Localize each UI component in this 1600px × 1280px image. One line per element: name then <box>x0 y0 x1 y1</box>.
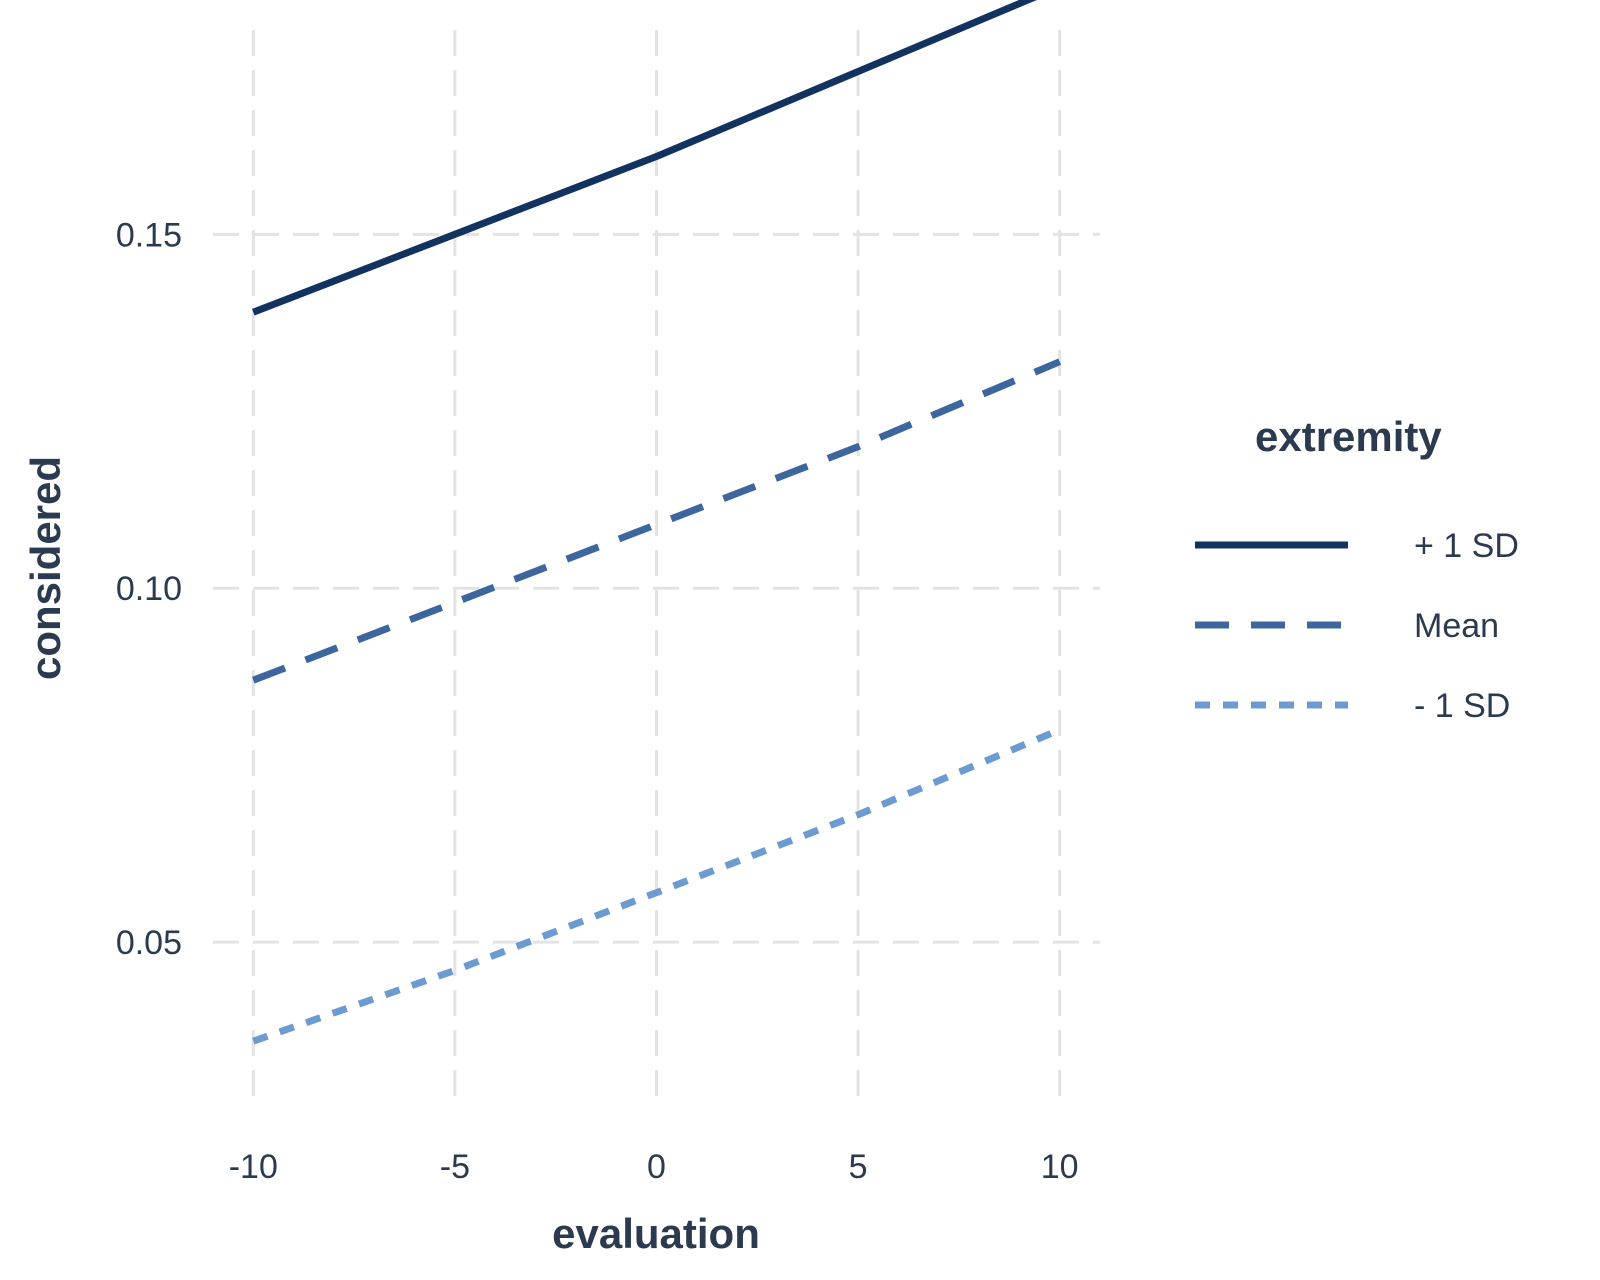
y-tick-label: 0.10 <box>116 570 182 608</box>
y-axis-ticks: 0.05 0.10 0.15 <box>116 216 182 962</box>
y-axis-title: considered <box>22 456 69 680</box>
legend-label-3: - 1 SD <box>1414 687 1510 725</box>
x-axis-title: evaluation <box>552 1210 760 1257</box>
x-axis-ticks: -10 -5 0 5 10 <box>229 1148 1079 1186</box>
y-tick-label: 0.15 <box>116 216 182 254</box>
legend-label-1: + 1 SD <box>1414 527 1519 565</box>
series-line-2 <box>252 358 1062 684</box>
legend: extremity + 1 SD Mean - 1 SD <box>1195 413 1519 725</box>
legend-title: extremity <box>1255 413 1442 460</box>
series-group <box>252 0 1062 1045</box>
series-line-3 <box>252 726 1062 1045</box>
series-line-1 <box>252 0 1037 316</box>
legend-items: + 1 SD Mean - 1 SD <box>1195 527 1519 725</box>
x-tick-label: 0 <box>647 1148 666 1186</box>
x-tick-label: 10 <box>1041 1148 1079 1186</box>
legend-label-2: Mean <box>1414 607 1499 645</box>
grid <box>213 30 1100 1110</box>
x-tick-label: 5 <box>849 1148 868 1186</box>
x-tick-label: -10 <box>229 1148 278 1186</box>
y-tick-label: 0.05 <box>116 924 182 962</box>
x-tick-label: -5 <box>440 1148 470 1186</box>
